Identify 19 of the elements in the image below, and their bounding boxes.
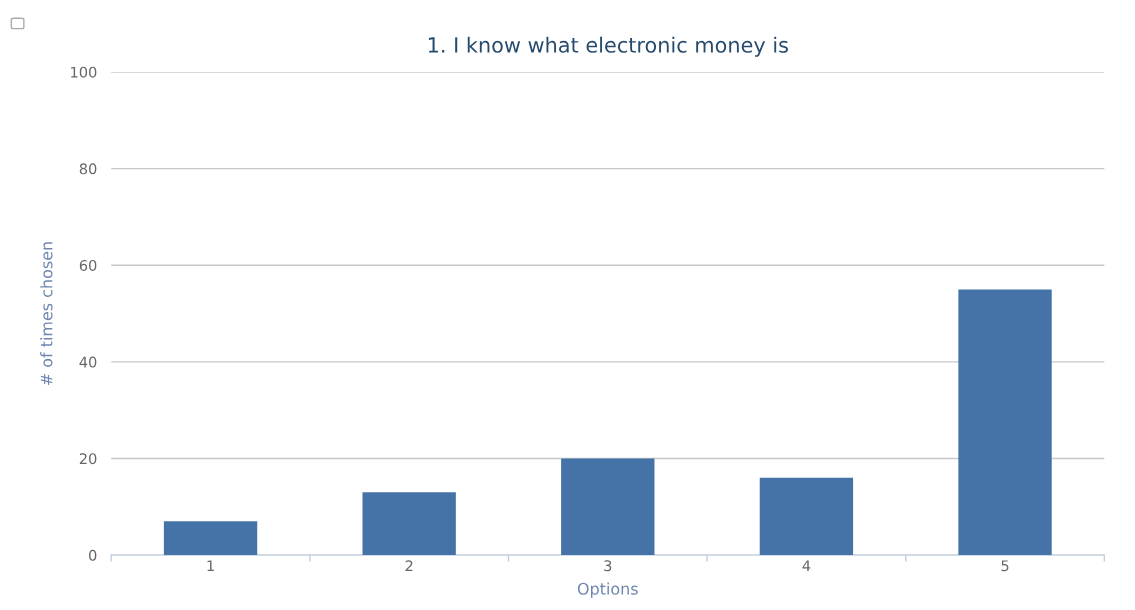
y-tick-label: 0 — [89, 549, 97, 561]
y-axis-title: # of times chosen — [40, 242, 53, 385]
x-tick-label: 5 — [1001, 560, 1009, 572]
bar — [163, 521, 258, 556]
y-tick-label: 60 — [79, 259, 97, 271]
x-tick-label: 2 — [405, 560, 413, 572]
y-tick-label: 80 — [79, 163, 97, 175]
bar — [958, 289, 1052, 556]
bar — [759, 477, 854, 556]
chart-title: 1. I know what electronic money is — [428, 36, 788, 57]
y-tick-label: 100 — [71, 66, 97, 78]
x-tick-label: 1 — [207, 560, 214, 572]
y-tick-label: 20 — [79, 453, 97, 465]
x-axis-title: Options — [577, 582, 638, 598]
x-tick-label: 4 — [802, 560, 811, 572]
y-tick-label: 40 — [79, 356, 97, 368]
bar — [561, 458, 655, 556]
bar — [362, 492, 456, 556]
x-tick-label: 3 — [604, 560, 612, 572]
